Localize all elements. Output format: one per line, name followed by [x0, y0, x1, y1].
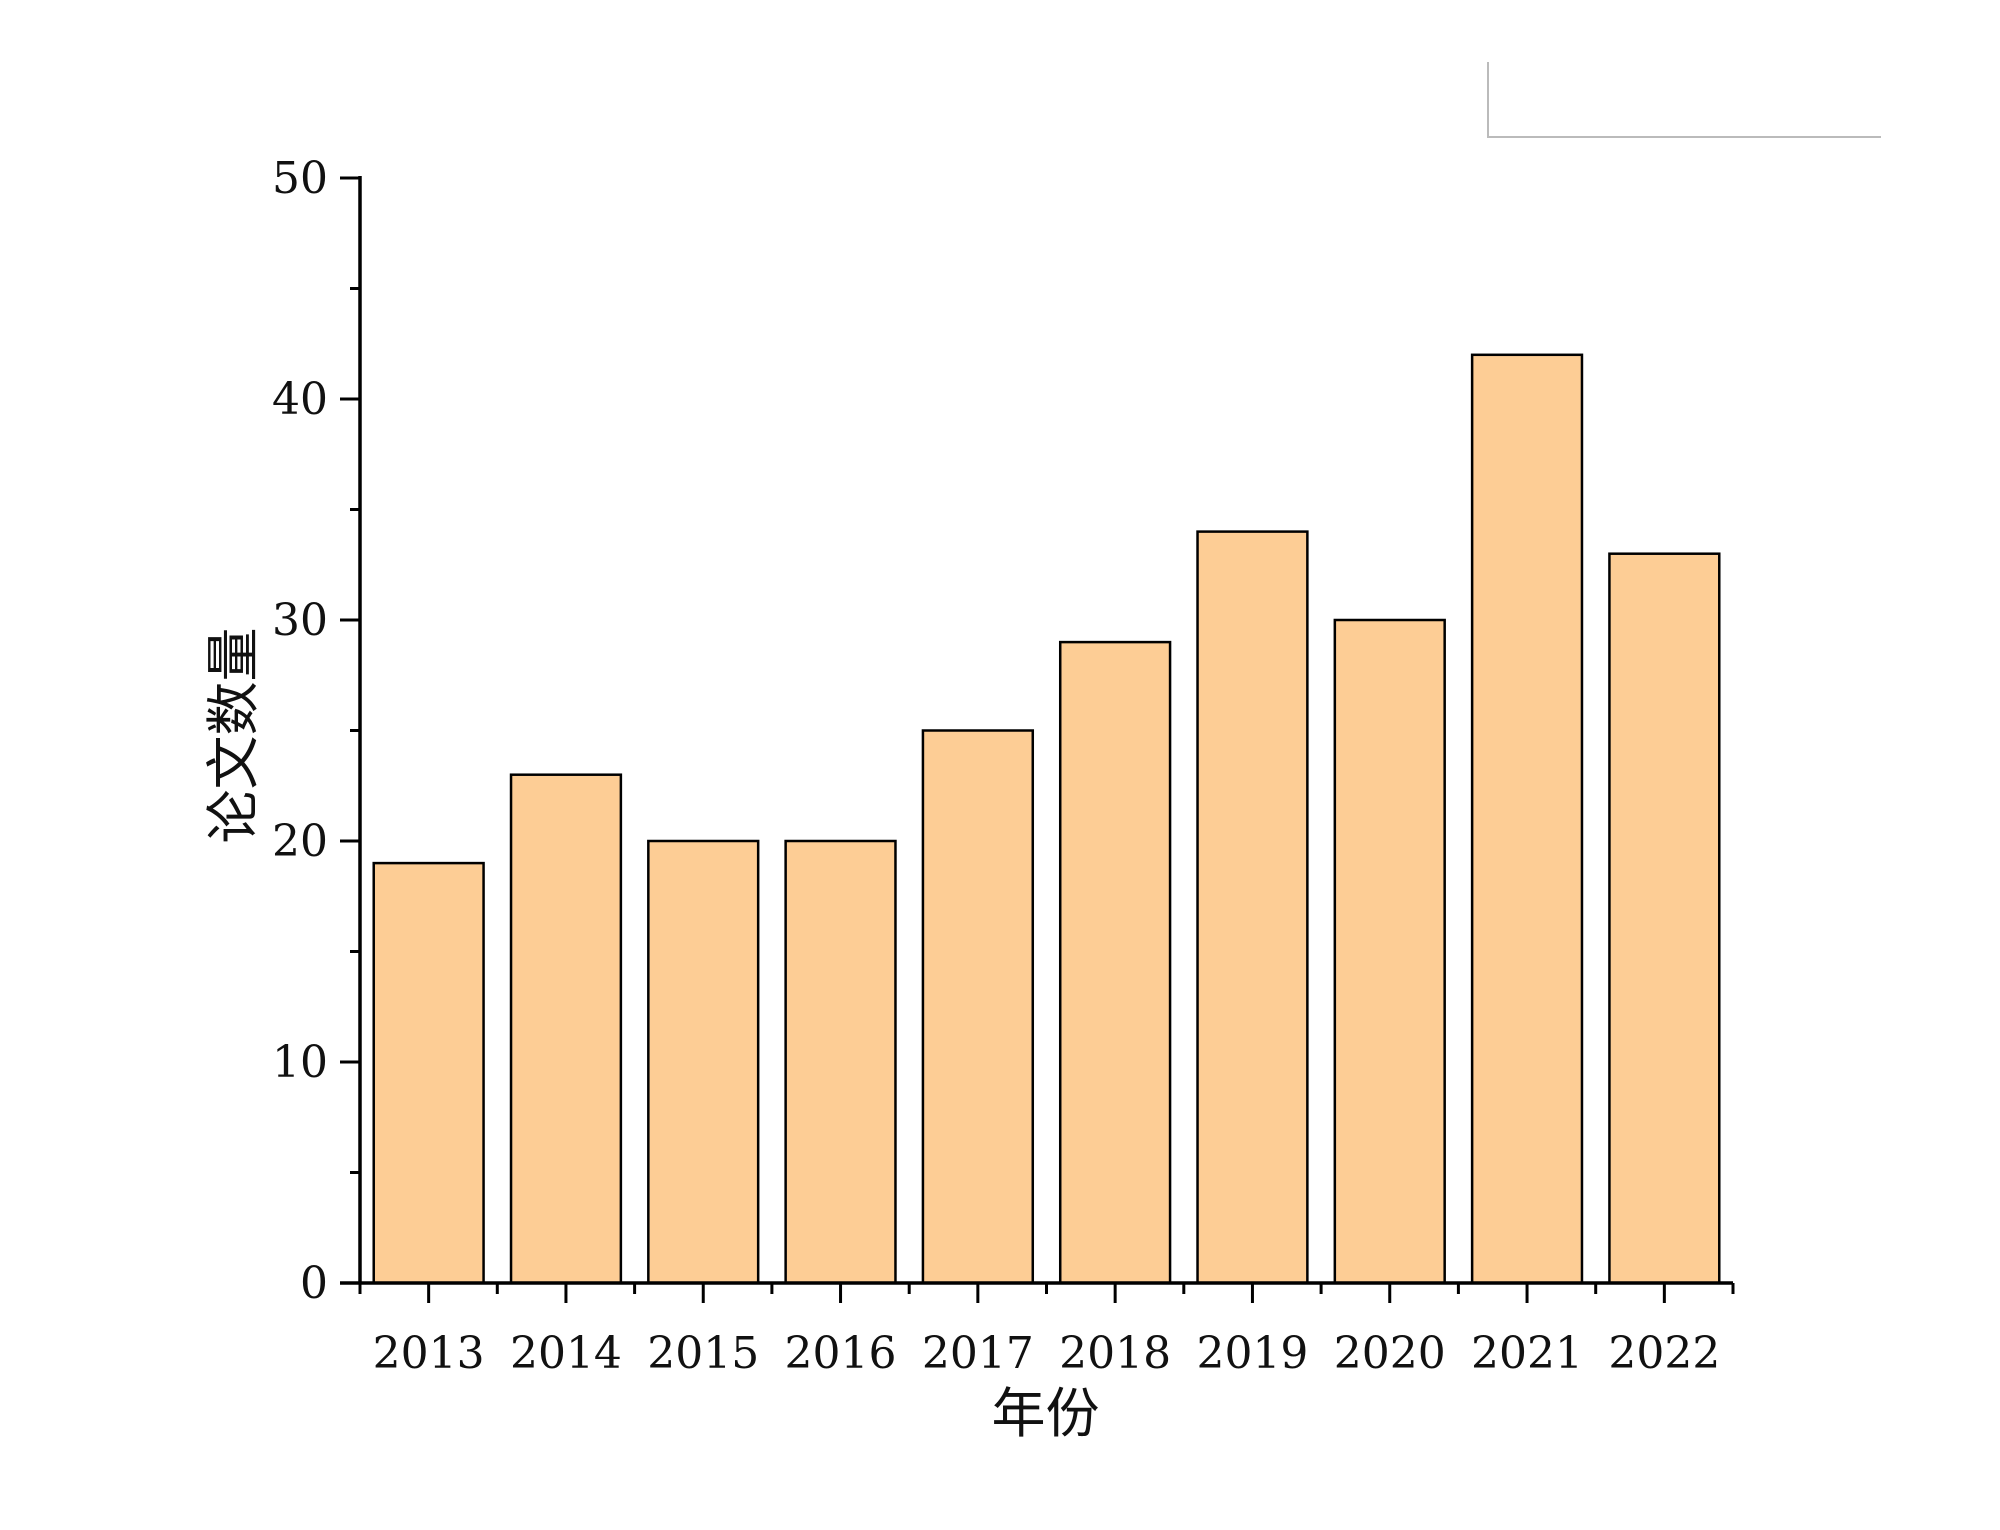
bar-2015 — [647, 839, 760, 1285]
bar-2019 — [1196, 530, 1309, 1285]
bar-2018 — [1058, 640, 1172, 1285]
bar-2013 — [372, 861, 485, 1285]
y-tick-label: 20 — [272, 816, 328, 867]
bar-2017 — [921, 729, 1035, 1285]
x-tick-label-2020: 2020 — [1334, 1328, 1446, 1379]
legend-box — [1487, 62, 1881, 138]
y-tick-label: 0 — [300, 1258, 328, 1309]
y-tick-label: 40 — [272, 374, 328, 425]
axes-group — [340, 176, 1735, 1303]
bar-2022 — [1608, 552, 1721, 1285]
bar-2014 — [509, 773, 623, 1285]
y-tick-label: 10 — [272, 1037, 328, 1088]
x-tick-label-2013: 2013 — [373, 1328, 485, 1379]
x-tick-label-2014: 2014 — [510, 1328, 622, 1379]
x-tick-label-2019: 2019 — [1196, 1328, 1308, 1379]
x-axis-title: 年份 — [992, 1382, 1100, 1445]
labels-group: 0 10 20 30 40 50 2013 2014 2015 2016 2017 2018 2019 2… — [272, 153, 1720, 1379]
y-tick-label: 30 — [272, 595, 328, 646]
x-tick-label-2017: 2017 — [922, 1328, 1034, 1379]
bars-group — [372, 353, 1721, 1285]
bar-2020 — [1333, 618, 1446, 1285]
x-tick-label-2018: 2018 — [1059, 1328, 1171, 1379]
bar-2021 — [1470, 353, 1584, 1285]
x-tick-label-2015: 2015 — [647, 1328, 759, 1379]
x-tick-label-2021: 2021 — [1471, 1328, 1583, 1379]
x-tick-label-2016: 2016 — [785, 1328, 897, 1379]
bar-2016 — [784, 839, 897, 1285]
y-tick-label: 50 — [272, 153, 328, 204]
y-axis-title: 论文数量 — [202, 628, 265, 844]
x-tick-label-2022: 2022 — [1608, 1328, 1720, 1379]
